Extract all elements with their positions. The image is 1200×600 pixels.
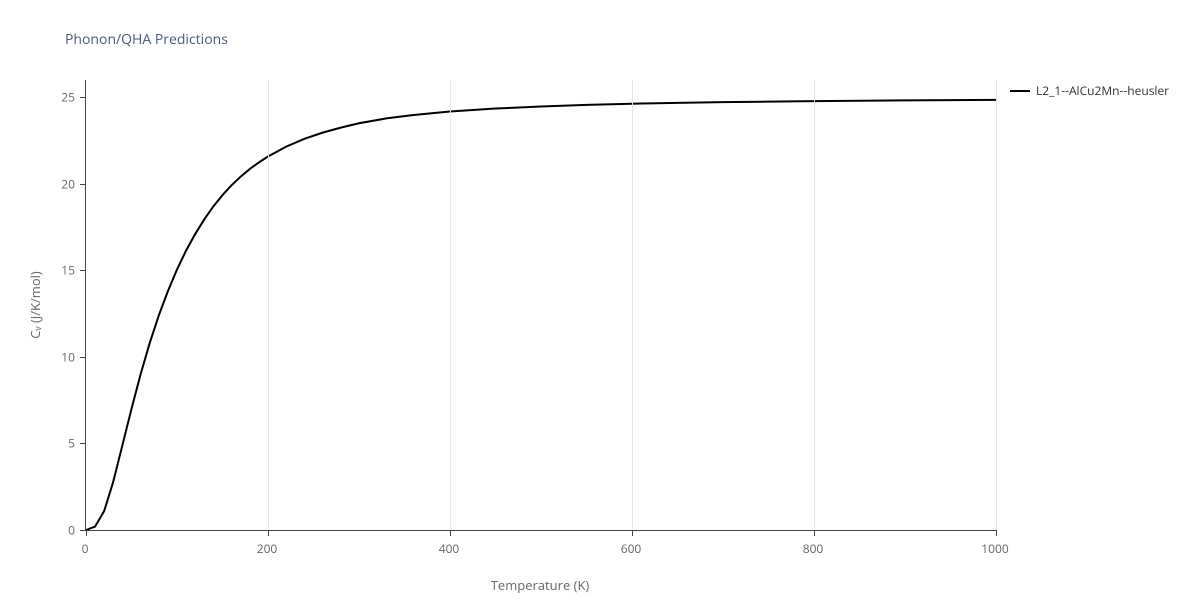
x-tick-label: 0 bbox=[82, 540, 89, 557]
series-svg bbox=[86, 80, 996, 530]
plot-area bbox=[85, 80, 996, 531]
y-tick-label: 25 bbox=[61, 89, 75, 106]
grid-line bbox=[450, 80, 451, 530]
x-tick-label: 600 bbox=[621, 540, 642, 557]
x-tick bbox=[268, 530, 269, 536]
y-tick-label: 15 bbox=[61, 262, 75, 279]
y-tick bbox=[80, 530, 86, 531]
x-tick bbox=[450, 530, 451, 536]
grid-line bbox=[268, 80, 269, 530]
y-tick-label: 5 bbox=[68, 435, 75, 452]
y-axis-title: Cᵥ (J/K/mol) bbox=[26, 271, 44, 339]
y-tick bbox=[80, 270, 86, 271]
y-tick-label: 0 bbox=[68, 522, 75, 539]
grid-line bbox=[996, 80, 997, 530]
x-tick bbox=[632, 530, 633, 536]
x-axis-title: Temperature (K) bbox=[491, 576, 590, 594]
x-tick-label: 1000 bbox=[981, 540, 1008, 557]
series-line bbox=[86, 100, 996, 530]
x-tick-label: 800 bbox=[803, 540, 824, 557]
x-tick-label: 200 bbox=[257, 540, 278, 557]
x-tick bbox=[996, 530, 997, 536]
y-tick bbox=[80, 443, 86, 444]
legend-swatch bbox=[1010, 90, 1030, 92]
chart-container: Phonon/QHA Predictions Temperature (K) C… bbox=[0, 0, 1200, 600]
y-tick bbox=[80, 97, 86, 98]
x-tick-label: 400 bbox=[439, 540, 460, 557]
x-tick bbox=[814, 530, 815, 536]
chart-title: Phonon/QHA Predictions bbox=[65, 30, 228, 49]
y-tick bbox=[80, 184, 86, 185]
y-tick-label: 20 bbox=[61, 175, 75, 192]
y-tick bbox=[80, 357, 86, 358]
y-tick-label: 10 bbox=[61, 348, 75, 365]
grid-line bbox=[632, 80, 633, 530]
legend: L2_1--AlCu2Mn--heusler bbox=[1010, 82, 1169, 99]
legend-label: L2_1--AlCu2Mn--heusler bbox=[1036, 82, 1169, 99]
x-tick bbox=[86, 530, 87, 536]
grid-line bbox=[814, 80, 815, 530]
